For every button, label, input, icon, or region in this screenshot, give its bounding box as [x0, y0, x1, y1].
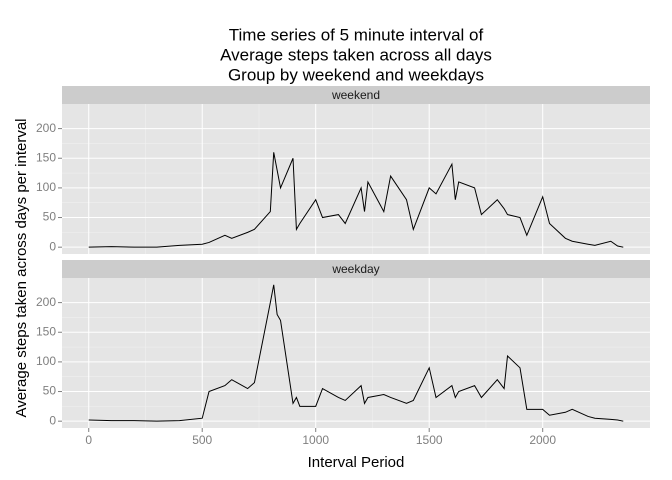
y-tick-label: 0	[49, 413, 56, 427]
x-tick-label: 0	[85, 433, 92, 447]
data-line	[88, 284, 624, 422]
strip	[62, 86, 650, 104]
chart-title: Average steps taken across all days	[220, 45, 492, 64]
x-tick-label: 1500	[416, 433, 443, 447]
y-tick-label: 150	[36, 324, 56, 338]
strip	[62, 260, 650, 278]
y-tick-label: 200	[36, 121, 56, 135]
y-tick-label: 100	[36, 354, 56, 368]
y-tick-label: 50	[43, 210, 57, 224]
chart-title: Time series of 5 minute interval of	[229, 25, 484, 44]
y-axis-title: Average steps taken across days per inte…	[13, 118, 30, 417]
y-tick-label: 50	[43, 384, 57, 398]
panel	[62, 104, 650, 254]
y-tick-label: 200	[36, 295, 56, 309]
y-tick-label: 0	[49, 239, 56, 253]
x-tick-label: 2000	[529, 433, 556, 447]
data-line	[88, 152, 624, 248]
y-tick-label: 150	[36, 150, 56, 164]
strip-label: weekend	[331, 88, 380, 102]
x-tick-label: 500	[192, 433, 212, 447]
panel	[62, 278, 650, 428]
y-tick-label: 100	[36, 180, 56, 194]
strip-label: weekday	[331, 262, 379, 276]
x-axis-title: Interval Period	[308, 454, 405, 471]
x-tick-label: 1000	[302, 433, 329, 447]
chart-title: Group by weekend and weekdays	[228, 65, 484, 84]
